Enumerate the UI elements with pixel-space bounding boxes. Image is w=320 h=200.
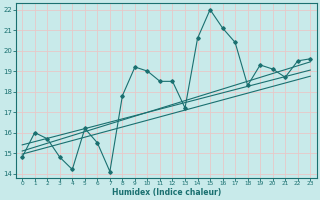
- X-axis label: Humidex (Indice chaleur): Humidex (Indice chaleur): [112, 188, 221, 197]
